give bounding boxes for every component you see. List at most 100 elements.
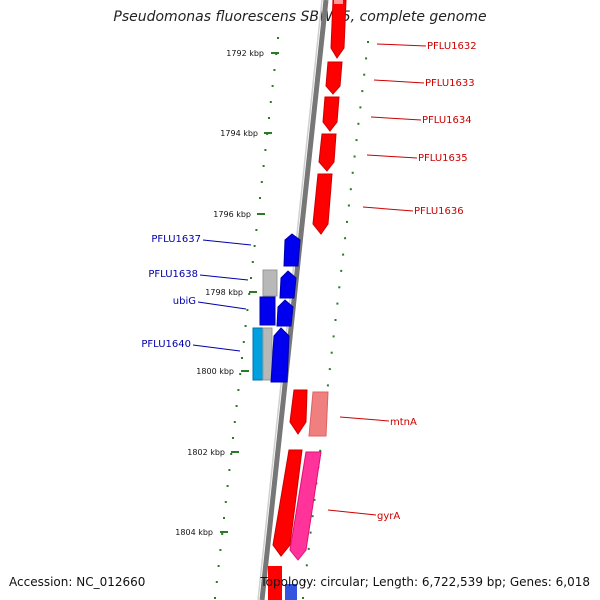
tick-label: 1802 kbp [187, 448, 225, 457]
label-PFLU1637[interactable]: PFLU1637 [151, 234, 201, 245]
gene-ubiG[interactable] [259, 296, 276, 326]
left-guide-dot [241, 357, 243, 359]
tick: 1796 kbp [213, 210, 265, 219]
tick: 1798 kbp [205, 288, 257, 297]
right-guide-dot [365, 57, 368, 60]
tick-label: 1794 kbp [220, 129, 258, 138]
gene-ubiG-neighbor[interactable] [276, 299, 294, 327]
left-guide-dot [230, 453, 233, 455]
reverse-features [252, 233, 301, 600]
gene-PFLU1636[interactable] [312, 173, 333, 235]
left-guide-dot [269, 101, 272, 103]
label-mtnA[interactable]: mtnA [390, 417, 417, 428]
left-guide-dot [262, 165, 265, 167]
gene-mtnA[interactable] [289, 389, 308, 435]
left-guide-dot [242, 341, 245, 343]
gene-mtnA-pseudo[interactable] [308, 391, 329, 437]
right-guide-dot [344, 237, 347, 240]
tick: 1794 kbp [220, 129, 272, 138]
left-guide-dot [255, 229, 258, 231]
left-guide-dot [215, 581, 218, 583]
left-guide-dot [246, 309, 249, 311]
gene-PFLU1635[interactable] [318, 133, 337, 172]
left-guide-dot [224, 501, 227, 503]
gene-PFLU1640-rna[interactable] [252, 327, 264, 381]
gene-top-cap [334, 0, 343, 4]
tick-label: 1796 kbp [213, 210, 251, 219]
accession-text: Accession: NC_012660 [9, 575, 146, 589]
left-guide-dot [233, 421, 236, 423]
right-guide-dot [332, 335, 335, 338]
left-guide-dot [277, 37, 279, 39]
tick-label: 1798 kbp [205, 288, 243, 297]
label-PFLU1635[interactable]: PFLU1635 [418, 153, 468, 164]
left-guide-dot [248, 293, 251, 295]
left-guide-dot [260, 181, 263, 183]
tick: 1802 kbp [187, 448, 239, 457]
left-guide-dot [214, 597, 216, 599]
left-guide-dot [244, 325, 247, 327]
gene-PFLU1640-pseudo[interactable] [262, 327, 273, 381]
label-PFLU1632[interactable]: PFLU1632 [427, 41, 477, 52]
backbone-line [259, 0, 329, 600]
label-PFLU1634[interactable]: PFLU1634 [422, 115, 472, 126]
right-guide-dot [303, 580, 306, 583]
right-guide-dot [302, 597, 304, 599]
gene-bottom-cap [268, 566, 282, 600]
right-guide-dot [361, 90, 364, 93]
gene-PFLU1633[interactable] [325, 61, 343, 95]
gene-PFLU1632[interactable] [330, 0, 347, 59]
left-guide-dot [253, 245, 256, 247]
tick: 1804 kbp [175, 528, 228, 537]
left-guide-dot [273, 69, 276, 71]
right-guide-dot [336, 302, 339, 305]
tick-label: 1792 kbp [226, 49, 264, 58]
left-guide-dot [223, 517, 225, 519]
gene-PFLU1640[interactable] [270, 327, 290, 383]
gene-gyrA[interactable] [289, 451, 322, 561]
right-guide-dot [305, 564, 308, 567]
tick: 1800 kbp [196, 367, 249, 376]
right-guide-dot [359, 106, 362, 109]
scale-ticks: 1792 kbp 1794 kbp 1796 kbp 1798 kbp 1800… [175, 49, 279, 537]
gene-PFLU1638[interactable] [279, 270, 297, 299]
right-guide-dot [309, 531, 312, 534]
gene-before-gyrA[interactable] [272, 449, 303, 557]
label-PFLU1633[interactable]: PFLU1633 [425, 78, 475, 89]
right-guide-dot [347, 204, 350, 207]
label-PFLU1636[interactable]: PFLU1636 [414, 206, 464, 217]
left-guide-dot [226, 485, 229, 487]
genome-title: Pseudomonas fluorescens SBW25, complete … [113, 9, 487, 25]
tick: 1792 kbp [226, 49, 279, 58]
gene-PFLU1634[interactable] [322, 96, 340, 132]
left-guide-dot [271, 85, 274, 87]
label-ubiG[interactable]: ubiG [173, 296, 196, 307]
label-gyrA[interactable]: gyrA [377, 511, 400, 522]
right-guide-dot [340, 269, 343, 272]
right-guide-dot [307, 547, 310, 550]
left-guide-dot [221, 533, 224, 535]
left-guide-dot [237, 389, 240, 391]
left-guide-dot [264, 149, 267, 151]
right-guide-dot [351, 171, 354, 174]
gene-PFLU1638-pseudo[interactable] [262, 269, 278, 297]
left-guide-dot [259, 197, 261, 199]
right-guide-dot [338, 286, 341, 289]
right-guide-dot [353, 155, 356, 158]
left-guide-dot [239, 373, 242, 375]
label-PFLU1638[interactable]: PFLU1638 [148, 269, 198, 280]
right-guide-dot [328, 368, 331, 371]
topology-text: Topology: circular; Length: 6,722,539 bp… [260, 575, 590, 589]
right-guide-dot [342, 253, 345, 256]
right-guide-dot [311, 515, 314, 518]
left-guide-dot [232, 437, 234, 439]
right-guide-dot [363, 73, 366, 76]
gene-PFLU1637[interactable] [283, 233, 301, 267]
left-guide-dot [228, 469, 231, 471]
label-PFLU1640[interactable]: PFLU1640 [141, 339, 191, 350]
forward-features [268, 0, 347, 600]
left-guide-dot [217, 565, 220, 567]
right-guide-dot [334, 319, 337, 321]
